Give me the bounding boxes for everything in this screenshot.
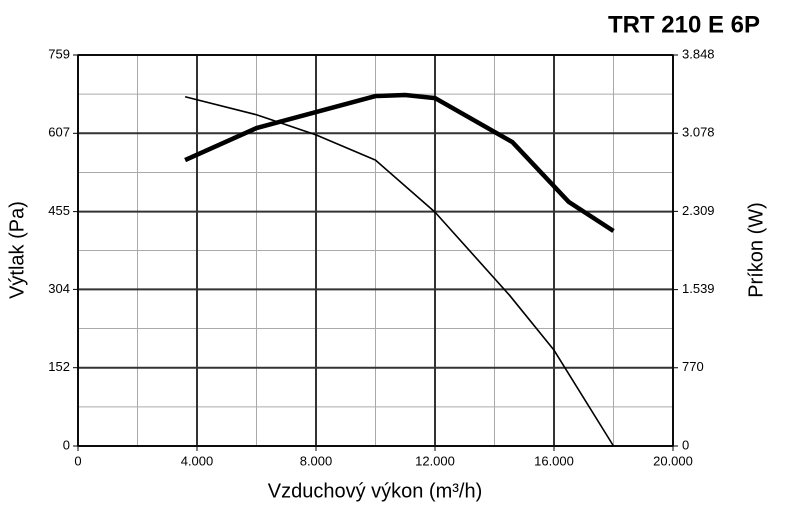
y2-tick-label: 0 (682, 437, 689, 452)
x-axis-title: Vzduchový výkon (m³/h) (268, 480, 483, 502)
plot-frame (77, 54, 674, 447)
x-tick-label: 12.000 (415, 453, 455, 468)
y2-axis-title: Príkon (W) (745, 202, 767, 298)
y2-tick-label: 2.309 (682, 203, 715, 218)
y-tick-label: 304 (48, 281, 70, 296)
y2-tick-label: 770 (682, 359, 704, 374)
x-tick-label: 4.000 (181, 453, 214, 468)
curve (184, 95, 615, 447)
x-tick-label: 8.000 (300, 453, 333, 468)
y-tick-label: 455 (48, 203, 70, 218)
y-tick-label: 0 (63, 437, 70, 452)
y-tick-label: 607 (48, 125, 70, 140)
chart-title: TRT 210 E 6P (608, 11, 760, 38)
y-tick-label: 759 (48, 46, 70, 61)
y2-tick-label: 1.539 (682, 281, 715, 296)
y2-tick-label: 3.848 (682, 46, 715, 61)
x-tick-label: 20.000 (653, 453, 693, 468)
y-tick-label: 152 (48, 359, 70, 374)
curve (184, 92, 615, 233)
y-axis-title: Výtlak (Pa) (6, 201, 28, 299)
x-tick-label: 0 (74, 453, 81, 468)
y2-tick-label: 3.078 (682, 125, 715, 140)
x-tick-label: 16.000 (534, 453, 574, 468)
